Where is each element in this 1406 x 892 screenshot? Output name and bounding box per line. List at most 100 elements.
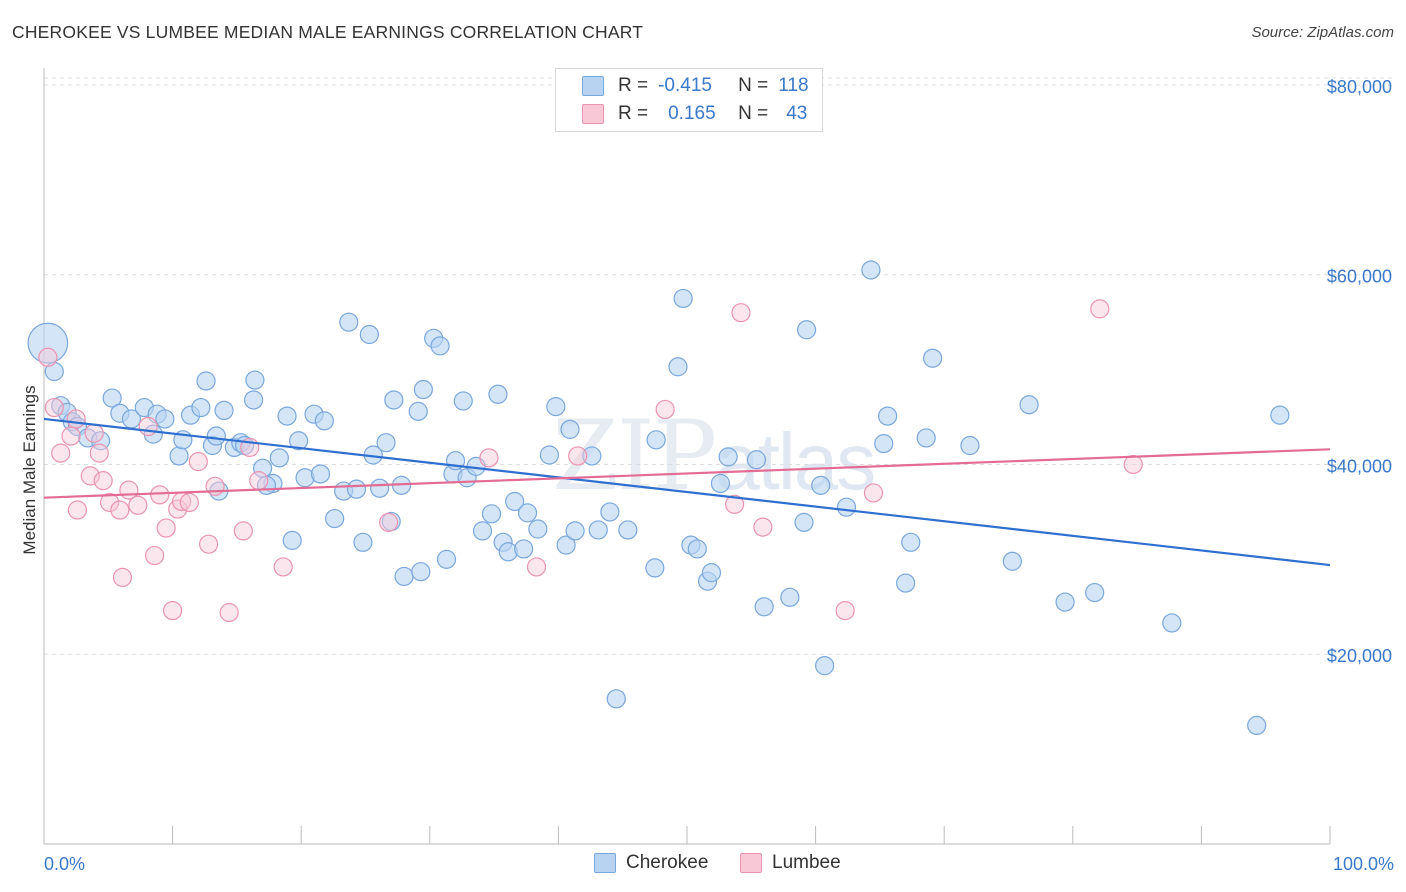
cherokee-point bbox=[901, 532, 921, 552]
cherokee-point bbox=[277, 406, 297, 426]
lumbee-point bbox=[655, 399, 675, 420]
cherokee-point bbox=[600, 502, 620, 522]
cherokee-point bbox=[436, 549, 457, 569]
source-credit: Source: ZipAtlas.com bbox=[1251, 24, 1394, 41]
legend-r-label: R = bbox=[618, 75, 649, 96]
chart-title: CHEROKEE VS LUMBEE MEDIAN MALE EARNINGS … bbox=[12, 22, 644, 42]
cherokee-point bbox=[582, 446, 602, 466]
lumbee-point bbox=[163, 600, 183, 621]
lumbee-point bbox=[205, 476, 225, 496]
cherokee-point bbox=[282, 530, 302, 550]
lumbee-point bbox=[80, 466, 100, 486]
y-tick-label: $40,000 bbox=[1327, 456, 1392, 476]
cherokee-point bbox=[1085, 582, 1105, 603]
cherokee-point bbox=[1270, 405, 1290, 425]
cherokee-swatch bbox=[582, 76, 604, 96]
cherokee-point bbox=[376, 433, 396, 453]
cherokee-point bbox=[206, 426, 226, 446]
cherokee-point bbox=[1055, 592, 1075, 612]
cherokee-point bbox=[359, 324, 379, 345]
lumbee-point bbox=[61, 426, 81, 446]
cherokee-point bbox=[815, 656, 835, 676]
legend-item-cherokee: Cherokee bbox=[594, 852, 708, 874]
cherokee-point bbox=[411, 562, 431, 582]
cherokee-point bbox=[517, 503, 538, 523]
cherokee-point bbox=[472, 521, 493, 541]
cherokee-point bbox=[102, 388, 122, 408]
lumbee-point bbox=[138, 416, 158, 437]
cherokee-point bbox=[346, 479, 367, 499]
cherokee-point bbox=[1162, 613, 1182, 633]
legend-item-lumbee: Lumbee bbox=[740, 852, 841, 874]
lumbee-point bbox=[1090, 299, 1110, 319]
cherokee-point bbox=[394, 566, 414, 587]
lumbee-point bbox=[835, 600, 855, 621]
lumbee-point bbox=[863, 483, 884, 503]
cherokee-point bbox=[960, 435, 980, 456]
lumbee-point bbox=[179, 492, 199, 513]
cherokee-point bbox=[27, 322, 69, 364]
lumbee-point bbox=[568, 446, 588, 466]
lumbee-point bbox=[99, 492, 120, 513]
cherokee-point bbox=[408, 401, 428, 421]
cherokee-point bbox=[245, 370, 265, 390]
cherokee-point bbox=[44, 361, 64, 382]
cherokee-point bbox=[754, 597, 774, 617]
cherokee-swatch bbox=[594, 853, 616, 873]
lumbee-point bbox=[93, 471, 113, 491]
cherokee-point bbox=[916, 428, 936, 448]
cherokee-point bbox=[565, 521, 585, 541]
cherokee-point bbox=[528, 519, 548, 539]
cherokee-point bbox=[289, 431, 309, 451]
lumbee-point bbox=[188, 452, 208, 472]
legend-n-value: 118 bbox=[778, 75, 809, 96]
lumbee-point bbox=[84, 423, 104, 443]
cherokee-point bbox=[453, 391, 473, 411]
lumbee-point bbox=[1123, 454, 1143, 475]
cherokee-point bbox=[874, 434, 894, 454]
lumbee-point bbox=[273, 557, 293, 577]
cherokee-point bbox=[710, 473, 731, 494]
correlation-legend: R = -0.415 N = 118 R = 0.165 N = 43 bbox=[555, 68, 823, 132]
cherokee-point bbox=[370, 478, 390, 498]
lumbee-point bbox=[199, 534, 219, 554]
cherokee-point bbox=[325, 508, 345, 529]
lumbee-point bbox=[51, 443, 71, 463]
cherokee-point bbox=[481, 504, 502, 524]
lumbee-point bbox=[44, 397, 64, 418]
cherokee-point bbox=[718, 447, 738, 467]
cherokee-point bbox=[794, 512, 814, 532]
x-tick-label: 100.0% bbox=[1333, 854, 1394, 874]
cherokee-point bbox=[1019, 395, 1039, 415]
cherokee-point bbox=[606, 689, 626, 709]
lumbee-point bbox=[479, 448, 499, 468]
lumbee-trend-line bbox=[43, 448, 1331, 499]
legend-r-value: 0.165 bbox=[668, 103, 716, 124]
lumbee-point bbox=[526, 557, 547, 577]
cherokee-point bbox=[244, 390, 264, 410]
cherokee-point bbox=[746, 450, 767, 470]
x-tick-label: 0.0% bbox=[44, 854, 85, 874]
cherokee-point bbox=[645, 558, 665, 578]
lumbee-point bbox=[66, 409, 86, 429]
cherokee-point bbox=[673, 288, 693, 309]
legend-n-value: 43 bbox=[786, 103, 808, 124]
cherokee-point bbox=[539, 445, 559, 465]
y-tick-label: $60,000 bbox=[1327, 267, 1392, 287]
cherokee-point bbox=[701, 563, 722, 583]
lumbee-point bbox=[38, 347, 58, 367]
cherokee-point bbox=[836, 497, 857, 517]
cherokee-point bbox=[505, 491, 525, 512]
cherokee-point bbox=[896, 573, 916, 593]
y-tick-label: $20,000 bbox=[1327, 646, 1392, 666]
lumbee-point bbox=[89, 443, 109, 463]
cherokee-point bbox=[687, 539, 707, 559]
cherokee-point bbox=[196, 371, 216, 391]
lumbee-point bbox=[731, 303, 751, 323]
cherokee-point bbox=[384, 390, 404, 410]
lumbee-point bbox=[219, 602, 239, 623]
cherokee-point bbox=[314, 411, 334, 431]
lumbee-point bbox=[724, 494, 745, 514]
legend-row-lumbee: R = 0.165 N = 43 bbox=[582, 102, 807, 126]
